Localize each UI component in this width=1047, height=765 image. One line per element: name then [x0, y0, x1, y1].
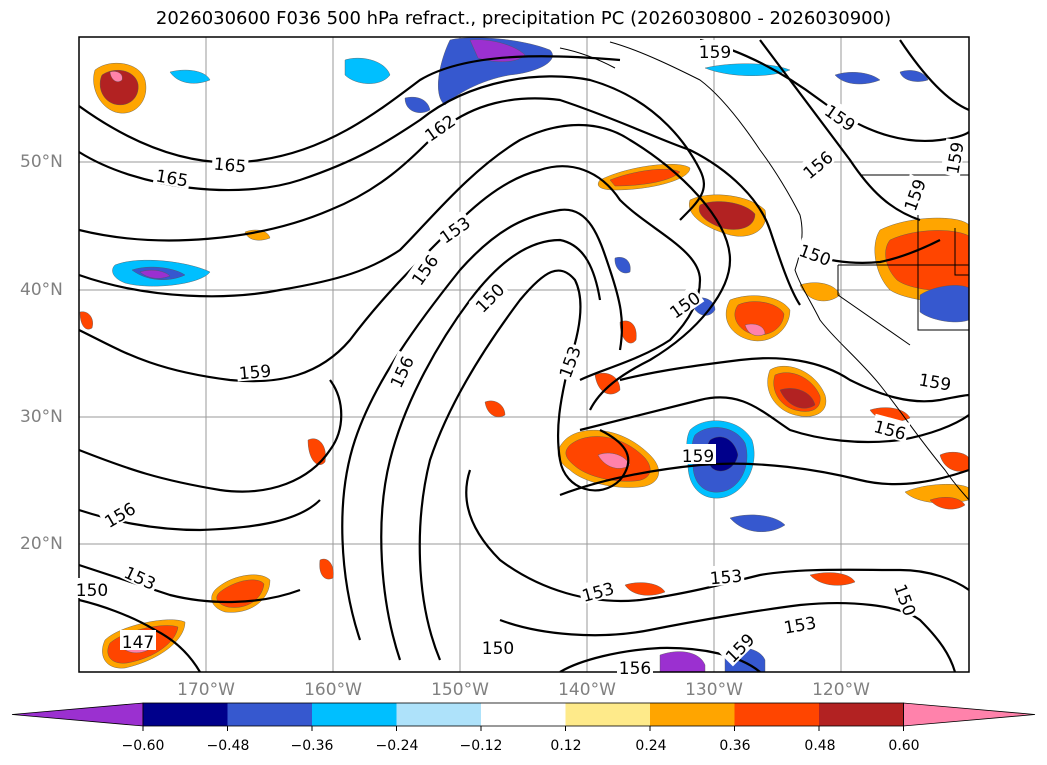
contour-label: 159: [238, 362, 272, 385]
contour-label: 159: [901, 177, 931, 214]
contour-label-bg: [120, 559, 162, 593]
contour-label: 165: [154, 166, 189, 191]
colorbar-segment: [819, 703, 904, 726]
lat-label: 30°N: [20, 407, 63, 427]
lon-label: 170°W: [177, 680, 235, 700]
contour-label-bg: [418, 107, 460, 145]
contour-label-bg: [383, 350, 417, 392]
colorbar-segment: [227, 703, 313, 726]
lat-label: 50°N: [20, 152, 63, 172]
lon-label: 120°W: [812, 680, 870, 700]
contour-label-bg: [870, 413, 911, 443]
colorbar-segment: [396, 703, 482, 726]
colorbar-tick: 0.48: [804, 738, 836, 754]
contour-label-bg: [98, 495, 140, 531]
contour-label: 159: [682, 447, 714, 467]
contour-label-bg: [820, 97, 862, 135]
colorbar-tick: 0.24: [635, 738, 667, 754]
colorbar-tick: −0.12: [459, 738, 503, 754]
contour-label-bg: [707, 563, 745, 587]
colorbar-segment: [734, 703, 820, 726]
lon-label: 150°W: [431, 680, 489, 700]
contour-label-bg: [940, 138, 967, 178]
contour-label-bg: [780, 610, 820, 637]
contour-label: 159: [699, 43, 731, 63]
colorbar-tick: −0.48: [206, 738, 250, 754]
colorbar-segment: [565, 703, 651, 726]
contour-label: 150: [889, 582, 919, 619]
coastlines: [559, 41, 969, 501]
gridlines: [79, 37, 969, 672]
contour-label-bg: [552, 340, 584, 382]
plot-frame: [78, 36, 970, 673]
colorbar-tick: −0.60: [121, 738, 165, 754]
colorbar-tick: −0.36: [290, 738, 334, 754]
contour-label-bg: [577, 575, 618, 605]
colorbar-frame: [142, 702, 904, 727]
lon-label: 160°W: [304, 680, 362, 700]
colorbar: [11, 702, 1036, 731]
colorbar-tick: −0.24: [375, 738, 419, 754]
contour-label: 153: [556, 344, 586, 381]
contour-label-bg: [236, 358, 274, 382]
contour-label: 150: [482, 639, 514, 659]
contour-label-bg: [152, 163, 192, 190]
contour-label-bg: [897, 173, 929, 215]
contour-label-bg: [468, 276, 509, 317]
contour-label-bg: [718, 626, 759, 667]
contour-label-bg: [680, 444, 716, 464]
colorbar-segment: [481, 703, 566, 726]
lat-label: 40°N: [20, 280, 63, 300]
contour-label-bg: [74, 578, 110, 598]
map-title: 2026030600 F036 500 hPa refract., precip…: [155, 8, 892, 29]
lon-label: 140°W: [558, 680, 616, 700]
colorbar-extend-high: [903, 702, 1036, 727]
contour-label-bg: [697, 40, 733, 60]
contour-label: 156: [619, 659, 651, 679]
contour-label-bg: [211, 151, 249, 175]
contour-label-bg: [663, 284, 705, 322]
contour-label: 150: [796, 241, 833, 271]
colorbar-segment: [143, 703, 228, 726]
colorbar-tick: 0.12: [550, 738, 582, 754]
contour-label: 150: [76, 581, 108, 601]
contour-label-bg: [796, 144, 837, 183]
lat-label: 20°N: [20, 534, 63, 554]
contour-label: 159: [917, 370, 952, 395]
contour-label-bg: [480, 636, 516, 656]
contour-label: 153: [782, 613, 817, 638]
contour-label: 150: [472, 280, 509, 317]
colorbar-extend-low: [11, 702, 144, 727]
colorbar-segment: [650, 703, 735, 726]
contour-label-bg: [433, 209, 475, 247]
contour-label-bg: [891, 578, 923, 620]
contour-label-bg: [120, 630, 156, 650]
colorbar-tick: 0.60: [888, 738, 920, 754]
precipitation-shading: [79, 37, 969, 672]
contour-label: 159: [943, 140, 968, 175]
contour-label: 156: [800, 148, 838, 184]
contour-label-bg: [795, 237, 837, 269]
contour-label-bg: [404, 248, 442, 290]
refractivity-contours: [79, 38, 969, 672]
contour-label-bg: [915, 367, 955, 394]
contour-label-bg: [617, 656, 653, 676]
colorbar-tick: 0.36: [719, 738, 751, 754]
contour-label: 165: [213, 155, 247, 178]
lon-label: 130°W: [685, 680, 743, 700]
colorbar-segment: [312, 703, 397, 726]
contour-label: 153: [709, 567, 743, 590]
contour-label: 147: [122, 633, 154, 653]
